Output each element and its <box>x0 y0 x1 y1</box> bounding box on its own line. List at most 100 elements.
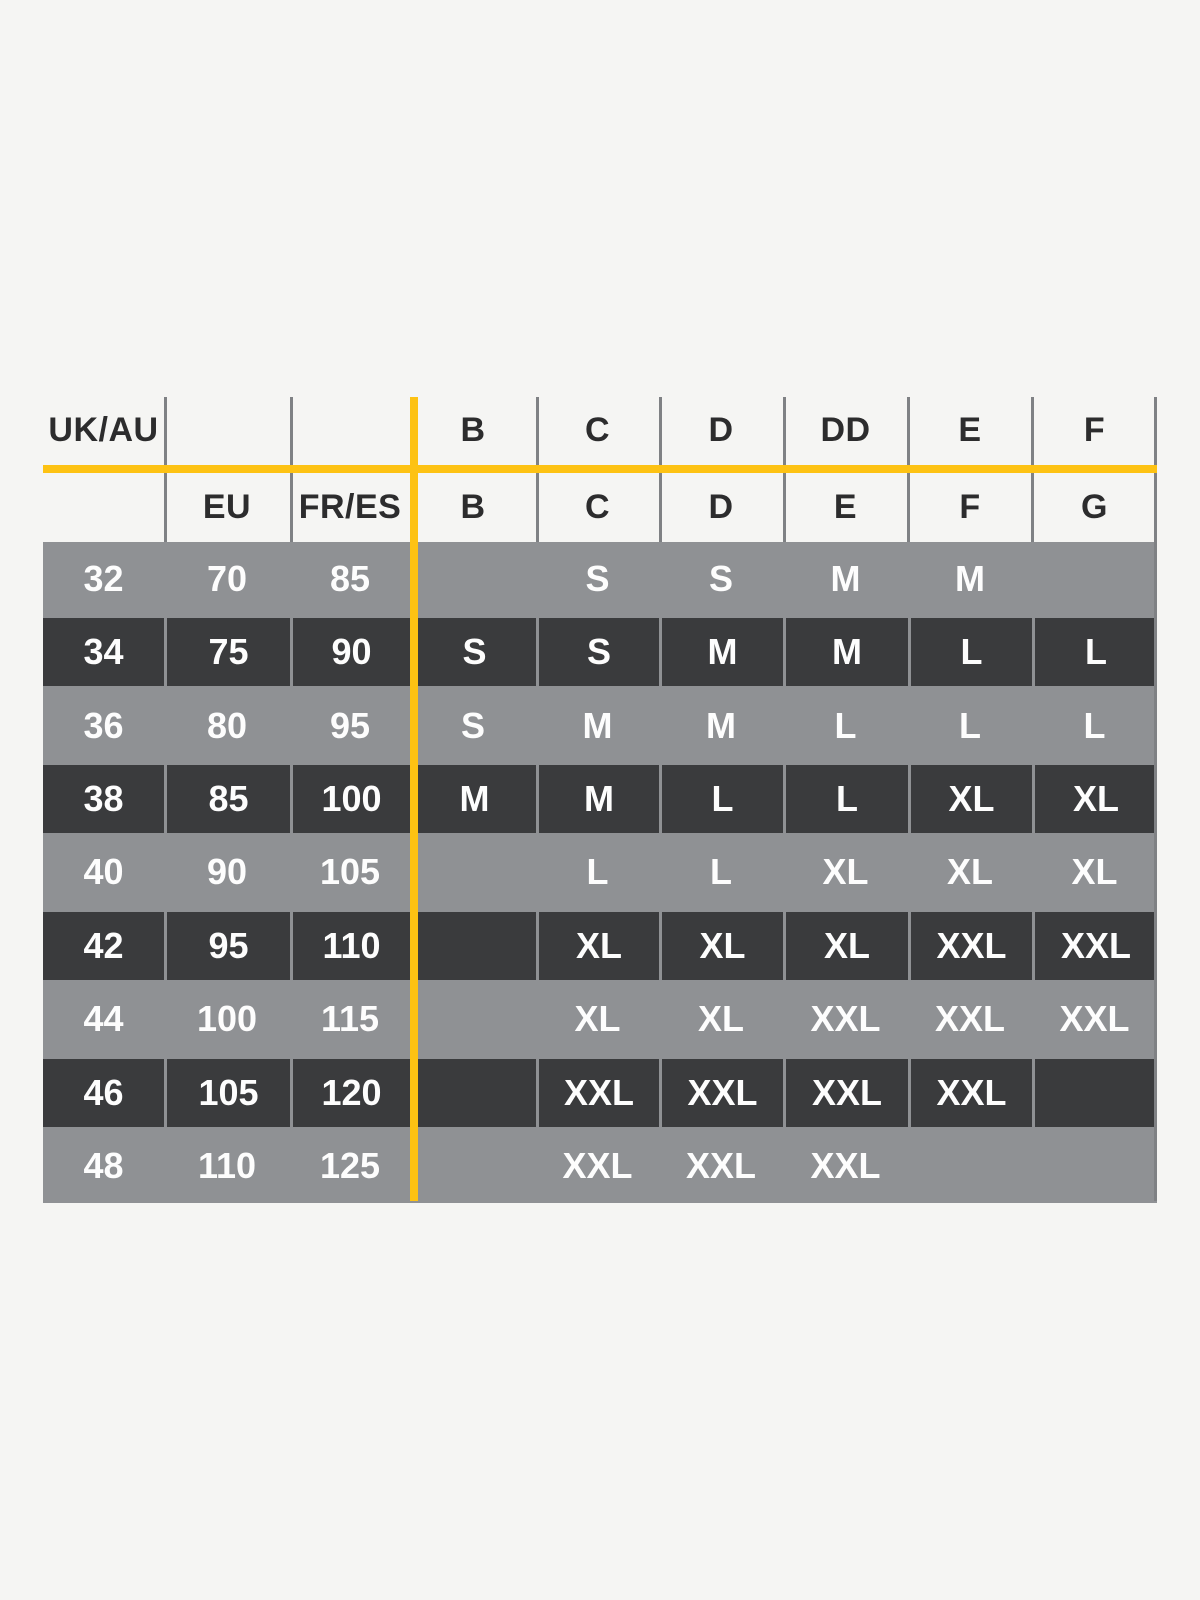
table-row: 46 105 120 XXL XXL XXL XXL <box>43 1056 1157 1130</box>
garment-size-cell: M <box>410 765 536 833</box>
garment-size-cell <box>1032 1059 1157 1127</box>
garment-size-cell: XL <box>908 765 1032 833</box>
garment-size-cell: L <box>1032 618 1157 686</box>
header-cell: B <box>460 410 486 449</box>
garment-size-cell: XL <box>697 998 744 1040</box>
garment-size-cell: S <box>708 557 733 599</box>
table-row: 40 90 105 L L XL XL XL <box>43 835 1157 910</box>
table-row: 44 100 115 XL XL XXL XXL XXL <box>43 982 1157 1057</box>
garment-size-cell: XXL <box>908 912 1032 980</box>
garment-size-cell <box>908 1130 1032 1203</box>
garment-size-cell <box>1032 1130 1157 1203</box>
band-size-cell: 42 <box>43 912 164 980</box>
garment-size-cell: XL <box>536 912 659 980</box>
garment-size-cell: XXL <box>536 1059 659 1127</box>
header-cell: D <box>708 410 734 449</box>
garment-size-cell: M <box>536 765 659 833</box>
band-size-cell: 90 <box>206 851 248 893</box>
garment-size-cell: XXL <box>659 1059 783 1127</box>
band-size-cell: 80 <box>206 704 248 746</box>
garment-size-cell: L <box>659 765 783 833</box>
header-row-uk-au: UK/AU B C D DD E F <box>43 395 1157 465</box>
garment-size-cell: XL <box>574 998 621 1040</box>
band-size-cell: 125 <box>319 1145 381 1187</box>
table-row: 42 95 110 XL XL XL XXL XXL <box>43 909 1157 983</box>
garment-size-cell: M <box>783 618 908 686</box>
garment-size-cell: XXL <box>934 998 1005 1040</box>
band-size-cell: 36 <box>83 704 124 746</box>
band-size-cell: 38 <box>43 765 164 833</box>
header-cell: F <box>959 488 981 526</box>
garment-size-cell: M <box>955 557 985 599</box>
band-size-cell: 95 <box>329 704 371 746</box>
header-cell <box>290 395 410 465</box>
header-cell: E <box>958 410 982 449</box>
garment-size-cell: XXL <box>908 1059 1032 1127</box>
header-row-eu-fres: EU FR/ES B C D E F G <box>43 473 1157 542</box>
garment-size-cell <box>410 1059 536 1127</box>
garment-size-cell: L <box>834 704 857 746</box>
garment-size-cell: XL <box>946 851 993 893</box>
garment-size-cell: XL <box>659 912 783 980</box>
header-cell: C <box>584 488 611 526</box>
band-size-cell: 105 <box>319 851 381 893</box>
band-size-cell: 90 <box>290 618 410 686</box>
table-row: 38 85 100 M M L L XL XL <box>43 762 1157 836</box>
garment-size-cell <box>410 1130 536 1203</box>
band-size-cell: 85 <box>329 557 371 599</box>
garment-size-cell: L <box>1083 704 1106 746</box>
band-size-cell: 105 <box>164 1059 290 1127</box>
table-row: 32 70 85 S S M M <box>43 542 1157 616</box>
header-cell: F <box>1083 410 1106 449</box>
table-body: 32 70 85 S S M M 34 75 90 S S M M L L 36 80 95 S M M L L L 38 85 10… <box>43 542 1157 1203</box>
band-size-cell: 34 <box>43 618 164 686</box>
band-size-cell: 95 <box>164 912 290 980</box>
band-size-cell: 75 <box>164 618 290 686</box>
garment-size-cell: M <box>830 557 861 599</box>
header-cell: EU <box>202 488 252 526</box>
garment-size-cell: L <box>959 704 981 746</box>
garment-size-cell <box>410 912 536 980</box>
band-size-cell: 115 <box>320 998 380 1040</box>
garment-size-cell: XXL <box>685 1145 756 1187</box>
table-row: 34 75 90 S S M M L L <box>43 615 1157 689</box>
garment-size-cell: M <box>582 704 613 746</box>
garment-size-cell: XXL <box>562 1145 633 1187</box>
accent-line-horizontal <box>43 465 1157 473</box>
garment-size-cell: XL <box>822 851 869 893</box>
header-cell: UK/AU <box>48 410 159 449</box>
band-size-cell: 70 <box>206 557 248 599</box>
garment-size-cell: XL <box>783 912 908 980</box>
table-header: UK/AU B C D DD E F EU FR/ES B C D E F G <box>43 395 1157 542</box>
accent-line-vertical <box>410 397 418 1201</box>
garment-size-cell: S <box>410 618 536 686</box>
band-size-cell: 110 <box>290 912 410 980</box>
header-cell: D <box>708 488 734 526</box>
band-size-cell: 40 <box>83 851 124 893</box>
garment-size-cell: L <box>586 851 609 893</box>
header-cell: B <box>460 488 486 526</box>
header-cell <box>43 473 164 542</box>
garment-size-cell: XXL <box>783 1059 908 1127</box>
band-size-cell: 110 <box>197 1145 257 1187</box>
garment-size-cell <box>410 836 536 909</box>
band-size-cell: 32 <box>83 557 124 599</box>
header-cell <box>164 395 290 465</box>
header-cell: C <box>584 410 611 449</box>
garment-size-cell: XL <box>1071 851 1118 893</box>
garment-size-cell: M <box>706 704 736 746</box>
band-size-cell: 44 <box>83 998 124 1040</box>
garment-size-cell: L <box>908 618 1032 686</box>
garment-size-cell: XXL <box>810 998 881 1040</box>
band-size-cell: 46 <box>43 1059 164 1127</box>
table-row: 36 80 95 S M M L L L <box>43 688 1157 763</box>
band-size-cell: 100 <box>290 765 410 833</box>
garment-size-cell: XXL <box>1059 998 1130 1040</box>
header-cell: FR/ES <box>298 488 402 526</box>
band-size-cell: 48 <box>83 1145 124 1187</box>
table-right-border <box>1154 397 1157 1201</box>
garment-size-cell: XXL <box>810 1145 881 1187</box>
garment-size-cell: M <box>659 618 783 686</box>
garment-size-cell: XXL <box>1032 912 1157 980</box>
